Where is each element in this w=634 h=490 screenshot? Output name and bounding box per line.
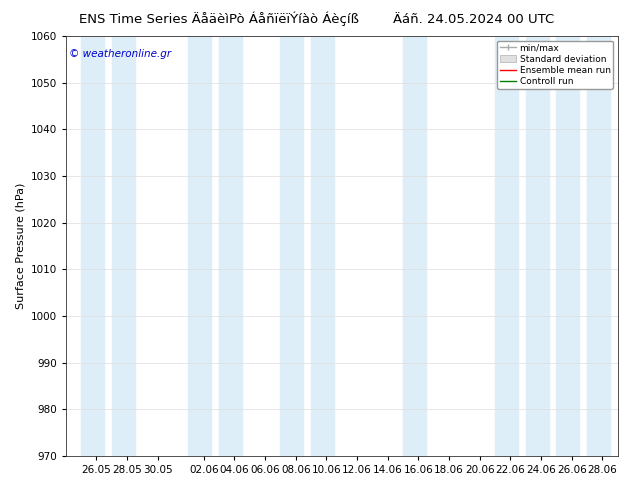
Bar [403, 36, 426, 456]
Bar [219, 36, 242, 456]
Legend: min/max, Standard deviation, Ensemble mean run, Controll run: min/max, Standard deviation, Ensemble me… [497, 41, 613, 89]
Bar [495, 36, 518, 456]
Bar [112, 36, 135, 456]
Text: © weatheronline.gr: © weatheronline.gr [68, 49, 171, 59]
Bar [81, 36, 104, 456]
Bar [280, 36, 304, 456]
Y-axis label: Surface Pressure (hPa): Surface Pressure (hPa) [15, 183, 25, 309]
Bar [526, 36, 549, 456]
Bar [557, 36, 579, 456]
Bar [587, 36, 610, 456]
Text: ENS Time Series ÄåäèìPò ÁåñïëïÝíàò Áèçíß        Äáñ. 24.05.2024 00 UTC: ENS Time Series ÄåäèìPò ÁåñïëïÝíàò Áèçíß… [79, 11, 555, 26]
Bar [311, 36, 334, 456]
Bar [188, 36, 212, 456]
